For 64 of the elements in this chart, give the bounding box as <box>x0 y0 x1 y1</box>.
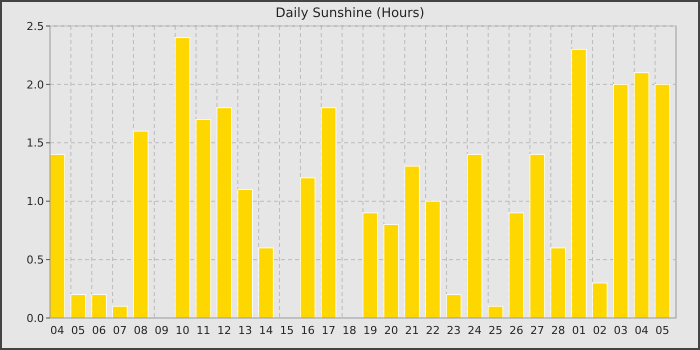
x-tick-label: 21 <box>405 324 420 337</box>
x-tick-label: 01 <box>572 324 586 337</box>
bar <box>362 212 378 318</box>
x-tick-label: 13 <box>238 324 252 337</box>
y-tick-label: 1.5 <box>26 136 44 150</box>
bar <box>216 107 232 318</box>
x-tick-label: 02 <box>592 324 607 337</box>
x-tick-label: 05 <box>655 324 670 337</box>
x-tick-label: 27 <box>530 324 544 337</box>
x-tick-label: 23 <box>446 324 461 337</box>
y-tick-label: 2.5 <box>26 20 44 33</box>
y-tick-label: 0.0 <box>26 312 44 325</box>
bar <box>571 48 587 318</box>
bar <box>654 84 670 318</box>
y-tick-label: 1.0 <box>26 195 44 208</box>
bar <box>530 154 545 318</box>
x-tick-label: 11 <box>196 324 210 337</box>
bar <box>383 224 399 318</box>
x-tick-label: 09 <box>154 324 169 337</box>
bar <box>196 119 212 318</box>
x-tick-label: 05 <box>71 324 86 337</box>
bar <box>300 177 316 318</box>
bar <box>258 248 274 318</box>
chart-title: Daily Sunshine (Hours) <box>276 6 424 21</box>
x-tick-label: 20 <box>384 324 398 337</box>
bar <box>70 294 86 318</box>
bar <box>404 166 420 318</box>
bar <box>174 37 190 318</box>
x-tick-label: 10 <box>176 324 190 337</box>
bar <box>634 72 650 318</box>
x-tick-label: 08 <box>134 324 148 337</box>
x-tick-label: 07 <box>112 324 127 337</box>
x-tick-label: 15 <box>280 324 294 337</box>
x-tick-label: 24 <box>468 324 482 337</box>
x-tick-label: 06 <box>92 324 106 337</box>
y-tick-label: 0.5 <box>26 253 44 266</box>
x-tick-label: 12 <box>217 324 232 337</box>
bar <box>488 306 504 318</box>
bar <box>508 212 524 318</box>
bar <box>466 154 482 318</box>
x-tick-label: 16 <box>300 324 315 337</box>
x-tick-label: 04 <box>634 324 649 337</box>
bar <box>446 294 462 318</box>
x-tick-label: 04 <box>50 324 64 337</box>
x-tick-label: 14 <box>258 324 273 337</box>
x-tick-label: 26 <box>509 324 524 337</box>
x-tick-label: 19 <box>363 324 378 337</box>
bar <box>550 248 566 318</box>
bar <box>320 107 336 318</box>
bar <box>425 200 441 318</box>
x-tick-label: 22 <box>426 324 440 337</box>
bar <box>592 282 608 318</box>
bar <box>237 189 253 318</box>
x-tick-label: 17 <box>322 324 336 337</box>
y-tick-label: 2.0 <box>26 78 44 92</box>
bar <box>91 294 107 318</box>
bar <box>112 306 128 318</box>
bar <box>50 154 66 318</box>
x-tick-label: 18 <box>342 324 356 337</box>
bar <box>613 84 628 318</box>
x-tick-label: 25 <box>488 324 503 337</box>
x-tick-label: 03 <box>614 324 628 337</box>
bar <box>133 130 148 318</box>
x-tick-label: 28 <box>551 324 566 337</box>
